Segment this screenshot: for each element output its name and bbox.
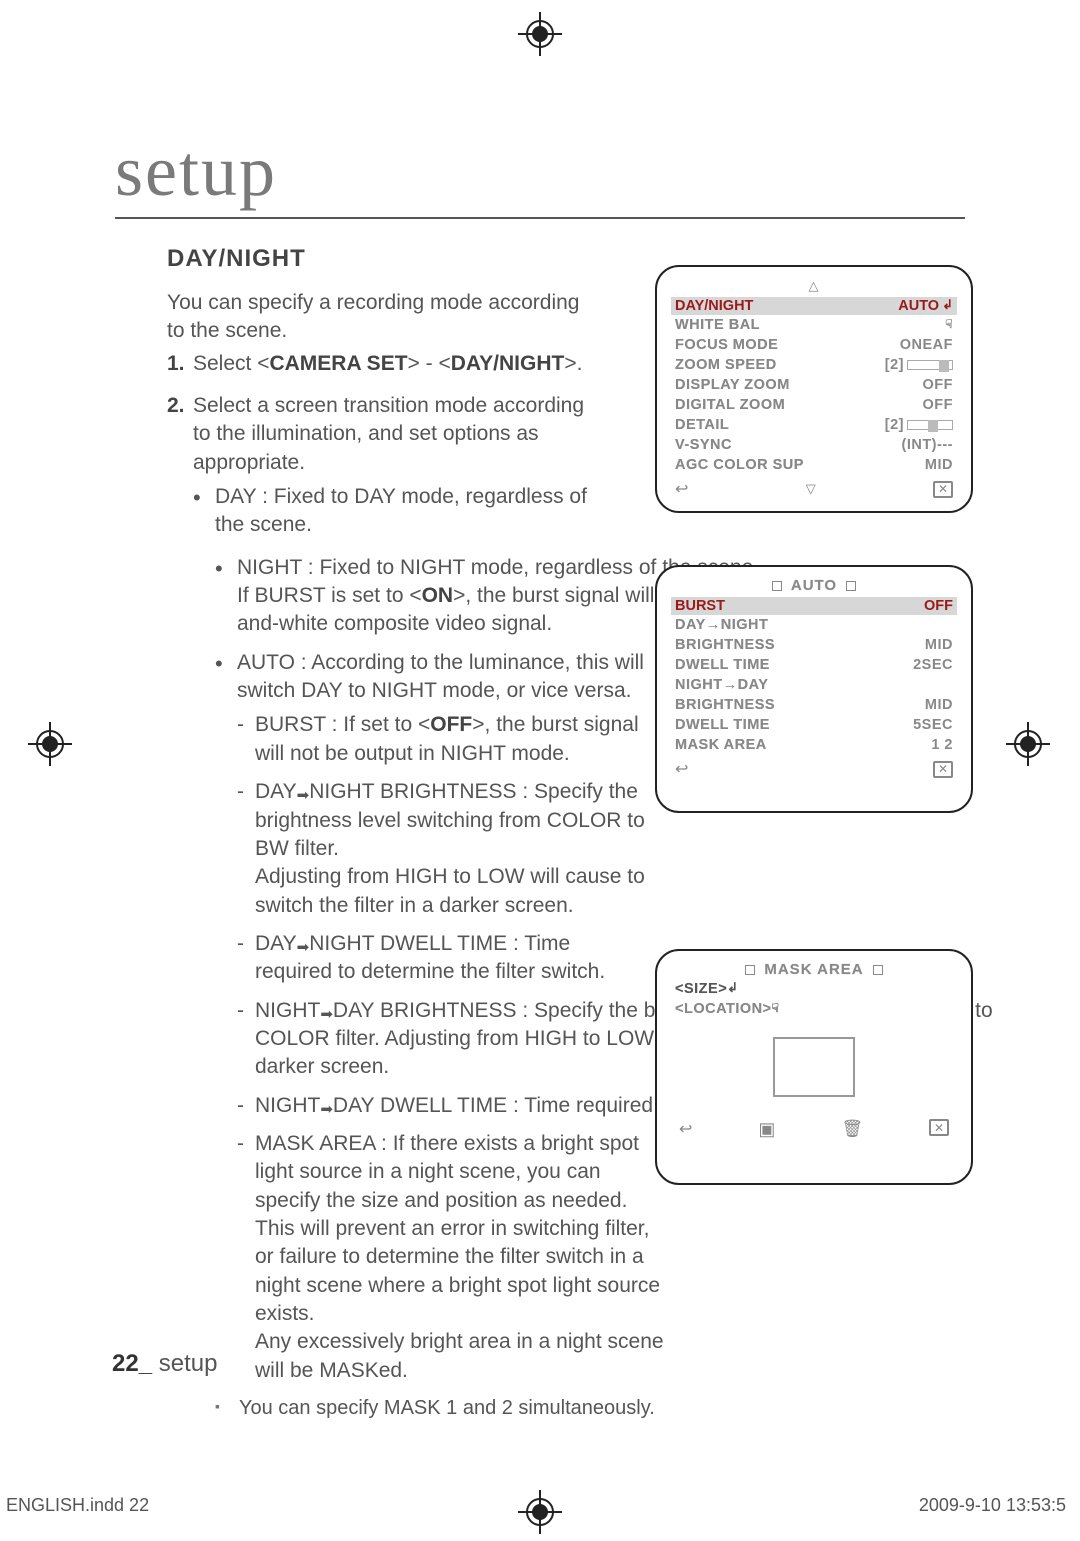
crop-mark-right [1006,722,1050,766]
dash-dn-dwell: DAY➡NIGHT DWELL TIME : Time required to … [237,930,645,987]
page-footer: 22_ setup [112,1350,217,1378]
osd-row: FOCUS MODEONEAF [671,335,957,355]
osd-row: AGC COLOR SUPMID [671,455,957,475]
osd-row: DAY→NIGHT [671,615,957,635]
osd3-size: <SIZE>↲ [675,981,739,997]
step-1: 1. Select <CAMERA SET> - <DAY/NIGHT>. [167,350,597,378]
step1-suf: >. [564,352,582,375]
step-2: 2. Select a screen transition mode accor… [167,392,597,540]
print-file: ENGLISH.indd 22 [6,1495,149,1516]
osd-row: MASK AREA1 2 [671,735,957,755]
save-icon: ▣ [758,1119,775,1140]
page-content: setup DAY/NIGHT You can specify a record… [115,130,965,1422]
trash-icon: 🗑 [841,1119,863,1140]
bullet-auto-text: AUTO : According to the luminance, this … [237,651,644,702]
osd3-title: MASK AREA [764,961,863,978]
osd-row: V-SYNC(INT)--- [671,435,957,455]
bullet-auto: AUTO : According to the luminance, this … [215,649,645,987]
bullet-day: DAY : Fixed to DAY mode, regardless of t… [193,483,597,540]
dash-dn-bri: DAY➡NIGHT BRIGHTNESS : Specify the brigh… [237,778,645,920]
close-icon: ✕ [933,761,953,778]
osd-row: DETAIL[2] [671,415,957,435]
crop-mark-left [28,722,72,766]
osd1-hl-label: DAY/NIGHT [675,298,753,314]
bullet-night-b-pre: If BURST is set to < [237,584,422,607]
step1-pre: Select < [193,352,269,375]
dash-mask-c: Any excessively bright area in a night s… [255,1330,664,1381]
dash-dn-bri2: Adjusting from HIGH to LOW will cause to… [255,865,645,916]
dash-mask: MASK AREA : If there exists a bright spo… [237,1130,667,1385]
note-mask: You can specify MASK 1 and 2 simultaneou… [215,1395,975,1422]
step2-text: Select a screen transition mode accordin… [193,394,584,474]
title-rule [115,217,965,219]
dash-dn-dwell-label: DAY➡NIGHT DWELL TIME : Time required to … [255,932,605,983]
osd-row: DWELL TIME2SEC [671,655,957,675]
dash-dn-bri-label: DAY➡NIGHT BRIGHTNESS : Specify the brigh… [255,780,645,860]
dash-burst-pre: BURST : If set to < [255,713,430,736]
crop-mark-top [518,12,562,56]
mask-box [773,1037,855,1097]
intro-text: You can specify a recording mode accordi… [167,289,597,346]
step1-a: CAMERA SET [269,352,407,375]
osd-row: WHITE BAL☟ [671,315,957,335]
osd3-location: <LOCATION>☟ [675,1001,779,1017]
osd-row: BRIGHTNESSMID [671,635,957,655]
enter-icon: ↲ [942,297,953,313]
page-number: 22_ [112,1350,152,1377]
osd1-hl-val: AUTO [898,298,939,314]
step1-b: DAY/NIGHT [451,352,565,375]
osd2-title: AUTO [791,577,837,594]
osd2-hl-val: OFF [924,598,953,614]
dash-burst-bold: OFF [430,713,472,736]
return-icon: ↩ [675,479,688,499]
close-icon: ✕ [929,1119,949,1136]
osd-row: BRIGHTNESSMID [671,695,957,715]
page-title: setup [115,130,965,213]
body: DAY/NIGHT You can specify a recording mo… [167,245,965,1422]
osd-camera-set: △ DAY/NIGHT AUTO↲ WHITE BAL☟FOCUS MODEON… [655,265,973,513]
dash-mask-b: This will prevent an error in switching … [255,1217,660,1325]
osd-row: DISPLAY ZOOMOFF [671,375,957,395]
print-meta: ENGLISH.indd 22 2009-9-10 13:53:5 [6,1495,1076,1516]
return-icon: ↩ [679,1119,692,1140]
osd2-hl-label: BURST [675,598,725,614]
osd-row: ZOOM SPEED[2] [671,355,957,375]
osd-mask-area: MASK AREA <SIZE>↲ <LOCATION>☟ ↩ ▣ 🗑 ✕ [655,949,973,1185]
osd-row: NIGHT→DAY [671,675,957,695]
bullet-night-b-bold: ON [422,584,454,607]
print-date: 2009-9-10 13:53:5 [919,1495,1066,1516]
step1-mid: > - < [408,352,451,375]
osd-row: DWELL TIME5SEC [671,715,957,735]
osd-row: DIGITAL ZOOMOFF [671,395,957,415]
close-icon: ✕ [933,481,953,498]
osd-auto: AUTO BURST OFF DAY→NIGHTBRIGHTNESSMIDDWE… [655,565,973,813]
dash-mask-a: MASK AREA : If there exists a bright spo… [255,1132,639,1212]
footer-text: setup [152,1350,217,1377]
dash-burst: BURST : If set to <OFF>, the burst signa… [237,711,645,768]
return-icon: ↩ [675,759,688,779]
